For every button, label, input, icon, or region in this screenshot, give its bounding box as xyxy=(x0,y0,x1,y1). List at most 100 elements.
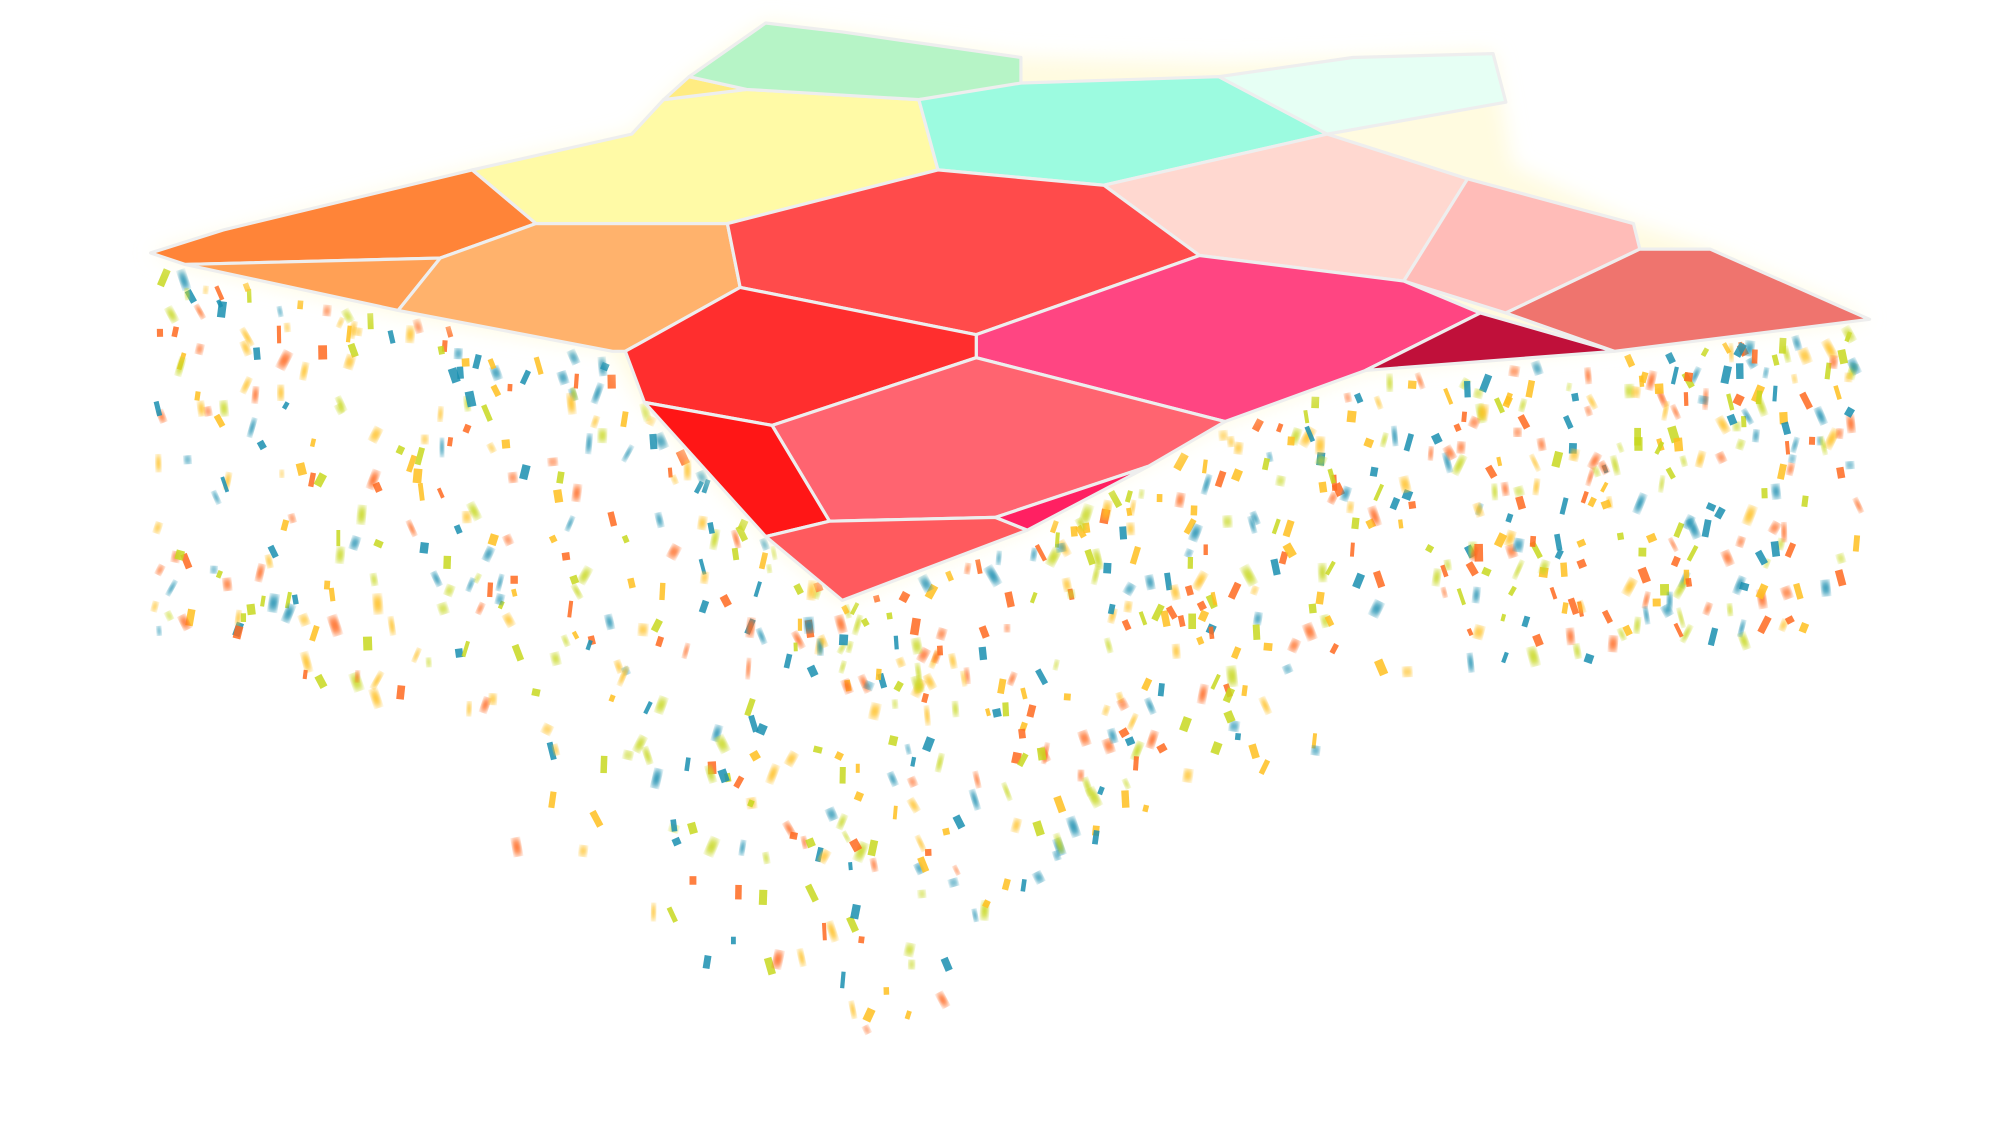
confetti-piece xyxy=(1248,743,1260,760)
confetti-piece xyxy=(846,641,853,652)
confetti-piece xyxy=(627,577,636,589)
confetti-piece xyxy=(1187,556,1194,569)
confetti-piece xyxy=(1184,585,1194,597)
confetti-piece xyxy=(1035,668,1049,686)
confetti-piece xyxy=(1781,421,1792,436)
confetti-piece xyxy=(1566,629,1575,644)
confetti-piece xyxy=(280,519,290,532)
confetti-piece xyxy=(1661,604,1673,617)
confetti-piece xyxy=(437,345,445,355)
confetti-piece xyxy=(487,443,496,453)
confetti-piece xyxy=(1251,418,1264,433)
confetti-piece xyxy=(1318,481,1328,493)
confetti-piece xyxy=(948,654,957,668)
confetti-piece xyxy=(760,538,770,550)
confetti-piece xyxy=(440,439,444,456)
confetti-piece xyxy=(349,673,364,691)
confetti-piece xyxy=(570,387,578,400)
confetti-piece xyxy=(907,776,918,787)
confetti-piece xyxy=(1241,684,1248,697)
confetti-piece xyxy=(1676,609,1686,627)
confetti-piece xyxy=(697,516,707,530)
confetti-piece xyxy=(372,595,383,613)
confetti-piece xyxy=(905,744,912,754)
confetti-piece xyxy=(1315,591,1325,605)
confetti-piece xyxy=(818,635,828,648)
confetti-piece xyxy=(598,429,607,442)
confetti-piece xyxy=(454,348,463,359)
confetti-piece xyxy=(256,439,267,451)
confetti-piece xyxy=(863,681,874,691)
confetti-piece xyxy=(1183,769,1193,782)
confetti-piece xyxy=(621,534,630,544)
confetti-piece xyxy=(412,468,423,484)
confetti-piece xyxy=(862,1007,876,1023)
confetti-piece xyxy=(232,625,244,640)
confetti-piece xyxy=(855,763,860,773)
confetti-piece xyxy=(155,564,165,576)
confetti-piece xyxy=(960,671,967,686)
confetti-piece xyxy=(1315,455,1327,467)
confetti-piece xyxy=(953,865,961,875)
confetti-piece xyxy=(1129,545,1141,565)
confetti-piece xyxy=(472,353,482,370)
confetti-piece xyxy=(1347,502,1354,513)
confetti-piece xyxy=(369,427,383,443)
confetti-piece xyxy=(904,943,915,956)
confetti-piece xyxy=(806,664,819,678)
confetti-piece xyxy=(614,660,624,673)
confetti-piece xyxy=(1757,615,1772,635)
cell-salmon xyxy=(1504,247,1872,353)
confetti-piece xyxy=(1695,451,1706,467)
confetti-piece xyxy=(197,401,206,416)
confetti-piece xyxy=(862,1025,871,1034)
confetti-piece xyxy=(839,766,846,784)
confetti-piece xyxy=(936,628,947,640)
confetti-piece xyxy=(1075,518,1087,531)
confetti-piece xyxy=(214,285,225,301)
confetti-piece xyxy=(1714,506,1726,520)
confetti-piece xyxy=(1282,664,1293,674)
confetti-piece xyxy=(1715,451,1727,463)
confetti-piece xyxy=(1742,505,1757,525)
confetti-piece xyxy=(466,578,475,592)
confetti-piece xyxy=(1156,742,1168,754)
confetti-piece xyxy=(153,522,163,534)
confetti-piece xyxy=(748,714,759,733)
confetti-piece xyxy=(1661,402,1669,420)
confetti-piece xyxy=(604,615,615,629)
confetti-piece xyxy=(1703,602,1713,615)
confetti-piece xyxy=(702,954,712,970)
confetti-piece xyxy=(812,745,823,754)
confetti-piece xyxy=(735,884,742,900)
confetti-piece xyxy=(973,772,981,788)
confetti-piece xyxy=(684,461,691,479)
confetti-piece xyxy=(640,404,651,421)
confetti-piece xyxy=(840,971,846,989)
confetti-piece xyxy=(1505,513,1514,523)
confetti-piece xyxy=(717,768,730,784)
confetti-piece xyxy=(174,549,186,561)
confetti-piece xyxy=(1735,363,1744,380)
confetti-piece xyxy=(1586,469,1595,485)
confetti-piece xyxy=(1707,627,1719,647)
confetti-piece xyxy=(1259,697,1271,714)
confetti-piece xyxy=(510,575,518,584)
confetti-piece xyxy=(240,328,254,346)
confetti-piece xyxy=(1340,487,1352,501)
cell-red-bottom xyxy=(764,515,1029,602)
confetti-piece xyxy=(1104,638,1113,653)
confetti-piece xyxy=(1726,413,1738,426)
confetti-piece xyxy=(1777,463,1787,480)
confetti-piece xyxy=(1172,644,1180,658)
confetti-piece xyxy=(288,513,297,523)
confetti-piece xyxy=(1473,388,1484,399)
confetti-piece xyxy=(1478,373,1493,393)
confetti-piece xyxy=(1617,628,1627,641)
confetti-piece xyxy=(834,751,844,761)
confetti-piece xyxy=(1374,658,1389,677)
confetti-piece xyxy=(1853,498,1864,513)
confetti-piece xyxy=(1391,427,1398,445)
confetti-piece xyxy=(396,685,406,700)
confetti-piece xyxy=(557,371,569,384)
